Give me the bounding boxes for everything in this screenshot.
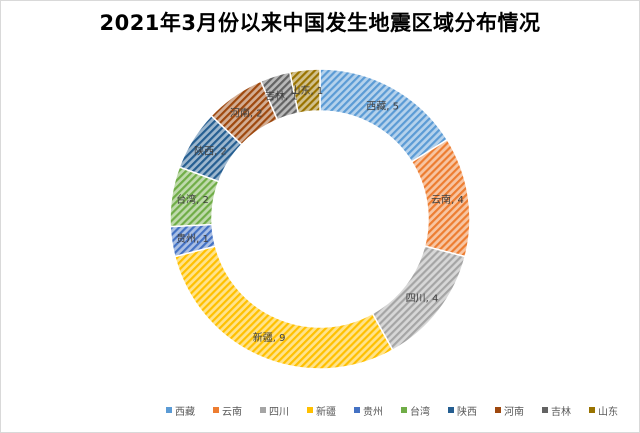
chart-title: 2021年3月份以来中国发生地震区域分布情况 (99, 11, 541, 35)
legend-item-2: 云南 (213, 402, 242, 418)
legend-item-6: 台湾 (401, 402, 430, 418)
legend-item-10: 山东 (589, 402, 618, 418)
legend-swatch (307, 407, 313, 413)
chart-legend: 西藏 云南 四川 新疆 贵州 台湾 陕西 河南 吉林 山东 (166, 402, 636, 418)
legend-label: 贵州 (363, 406, 383, 418)
legend-label: 西藏 (175, 406, 195, 418)
legend-item-5: 贵州 (354, 402, 383, 418)
legend-label: 吉林 (551, 406, 571, 418)
legend-label: 四川 (269, 406, 289, 418)
slice-4 (173, 245, 394, 370)
legend-item-3: 四川 (260, 402, 289, 418)
legend-item-9: 吉林 (542, 402, 571, 418)
slice-1 (319, 68, 449, 163)
legend-label: 山东 (598, 406, 618, 418)
legend-swatch (166, 407, 172, 413)
legend-swatch (589, 407, 595, 413)
data-label-1: 西藏, 5 (366, 101, 399, 113)
legend-swatch (542, 407, 548, 413)
legend-label: 陕西 (457, 406, 477, 418)
data-label-9: 吉林, 1 (265, 89, 298, 102)
legend-item-8: 河南 (495, 402, 524, 418)
legend-label: 台湾 (410, 406, 430, 418)
data-label-2: 云南, 4 (431, 193, 464, 206)
legend-item-1: 西藏 (166, 402, 195, 418)
legend-label: 河南 (504, 406, 524, 418)
legend-swatch (260, 407, 266, 413)
slice-10 (288, 68, 321, 115)
legend-swatch (354, 407, 360, 413)
legend-swatch (213, 407, 219, 413)
legend-swatch (401, 407, 407, 413)
data-label-4: 新疆, 9 (253, 331, 286, 344)
legend-item-4: 新疆 (307, 402, 336, 418)
data-label-3: 四川, 4 (406, 294, 439, 305)
data-label-8: 河南, 2 (230, 107, 263, 120)
data-label-10: 山东, 1 (291, 84, 324, 97)
data-label-7: 陕西, 2 (194, 144, 227, 157)
legend-item-7: 陕西 (448, 402, 477, 418)
legend-label: 新疆 (316, 406, 336, 418)
legend-swatch (448, 407, 454, 413)
legend-swatch (495, 407, 501, 413)
data-label-5: 贵州, 1 (176, 232, 209, 245)
data-label-6: 台湾, 2 (176, 193, 209, 206)
legend-label: 云南 (222, 406, 242, 418)
